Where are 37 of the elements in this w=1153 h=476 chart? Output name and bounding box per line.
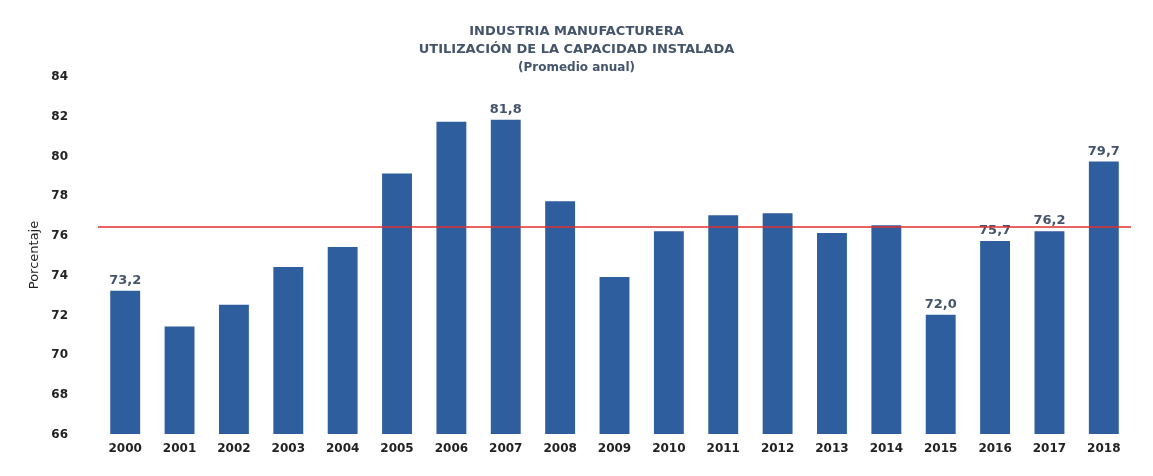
y-tick-label: 76 (51, 228, 68, 243)
x-tick-label: 2008 (543, 441, 577, 455)
x-tick-label: 2006 (434, 441, 469, 455)
x-tick-label: 2016 (978, 441, 1012, 455)
x-tick-label: 2011 (706, 441, 740, 455)
y-tick-label: 74 (51, 267, 68, 282)
x-tick-label: 2014 (869, 441, 904, 455)
y-tick-label: 78 (51, 188, 68, 203)
y-tick-label: 68 (51, 387, 68, 402)
x-tick-label: 2012 (760, 441, 795, 455)
y-tick-label: 82 (51, 108, 68, 123)
x-tick-label: 2002 (217, 441, 251, 455)
y-tick-label: 66 (51, 427, 68, 441)
x-tick-label: 2003 (271, 441, 305, 455)
x-tick-label: 2017 (1032, 441, 1067, 455)
data-label: 79,7 (1087, 142, 1120, 158)
x-tick-label: 2013 (815, 441, 849, 455)
x-tick-label: 2009 (597, 441, 632, 455)
x-tick-label: 2005 (380, 441, 414, 455)
chart-title: INDUSTRIA MANUFACTURERA UTILIZACIÓN DE LA CAPACIDAD INSTALADA (418, 22, 735, 56)
x-tick-label: 2001 (162, 441, 197, 455)
y-tick-label: 84 (51, 69, 68, 83)
data-label: 76,2 (1033, 212, 1066, 228)
x-tick-label: 2015 (924, 441, 958, 455)
chart-subtitle: (Promedio anual) (517, 60, 636, 74)
data-label: 73,2 (109, 271, 142, 287)
x-tick-label: 2007 (489, 441, 523, 455)
y-tick-label: 72 (51, 307, 68, 322)
y-tick-label: 70 (51, 347, 68, 362)
x-tick-label: 2004 (325, 441, 360, 455)
data-label: 72,0 (924, 295, 957, 311)
y-axis-title: Porcentaje (26, 220, 41, 290)
x-tick-label: 2000 (108, 441, 142, 455)
x-tick-label: 2010 (652, 441, 686, 455)
y-tick-label: 80 (51, 148, 68, 163)
x-tick-label: 2018 (1087, 441, 1121, 455)
data-label: 81,8 (489, 100, 522, 116)
